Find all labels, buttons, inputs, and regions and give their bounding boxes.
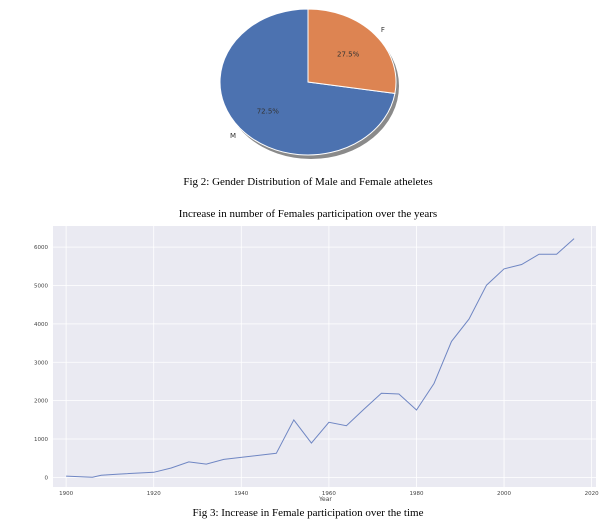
x-tick-label: 1900 [59, 491, 73, 497]
x-tick-label: 1940 [234, 491, 248, 497]
x-tick-label: 2020 [585, 491, 599, 497]
y-tick-label: 1000 [34, 437, 48, 443]
pie-slice-f [307, 8, 397, 94]
pie-label-f: F [381, 26, 385, 34]
pie-chart: 72.5% M 27.5% F [219, 8, 399, 159]
line-chart-title: Increase in number of Females participat… [178, 208, 438, 220]
pie-pct-label-f: 27.5% [337, 51, 360, 59]
figure-2-caption: Fig 2: Gender Distribution of Male and F… [183, 176, 433, 188]
plot-area [53, 226, 596, 487]
y-tick-label: 0 [45, 475, 49, 481]
pie-pct-label-m: 72.5% [257, 107, 280, 115]
x-tick-label: 1920 [147, 491, 161, 497]
y-tick-label: 6000 [34, 245, 48, 251]
y-tick-label: 2000 [34, 399, 48, 405]
x-tick-label: 2000 [497, 491, 511, 497]
pie-slice-m [219, 8, 396, 156]
x-tick-label: 1980 [409, 491, 423, 497]
pie-label-m: M [230, 132, 236, 140]
y-tick-label: 4000 [34, 322, 48, 328]
x-tick-label: 1960 [322, 491, 336, 497]
y-tick-label: 3000 [34, 360, 48, 366]
x-axis-label: Year [318, 496, 332, 503]
y-tick-label: 5000 [34, 283, 48, 289]
figure-3-caption: Fig 3: Increase in Female participation … [192, 507, 424, 519]
series-line [66, 238, 575, 478]
